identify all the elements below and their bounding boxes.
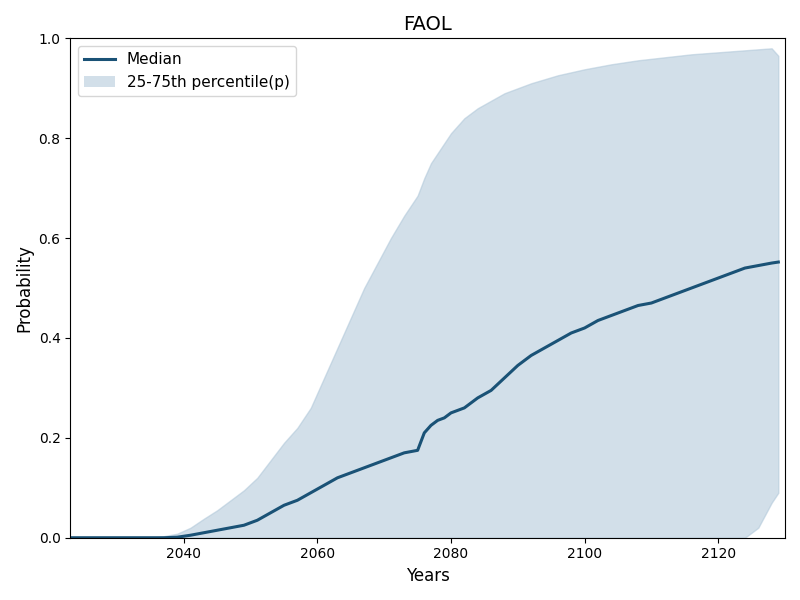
Median <box>660 295 670 302</box>
Median <box>580 325 590 332</box>
Median <box>526 352 536 359</box>
Line: Median: Median <box>70 262 778 538</box>
X-axis label: Years: Years <box>406 567 450 585</box>
Y-axis label: Probability: Probability <box>15 244 33 332</box>
Title: FAOL: FAOL <box>403 15 452 34</box>
Median <box>66 534 75 541</box>
Median <box>774 259 783 266</box>
Legend: Median, 25-75th percentile(p): Median, 25-75th percentile(p) <box>78 46 296 96</box>
Median <box>754 262 763 269</box>
Median <box>239 521 249 529</box>
Median <box>253 517 262 524</box>
